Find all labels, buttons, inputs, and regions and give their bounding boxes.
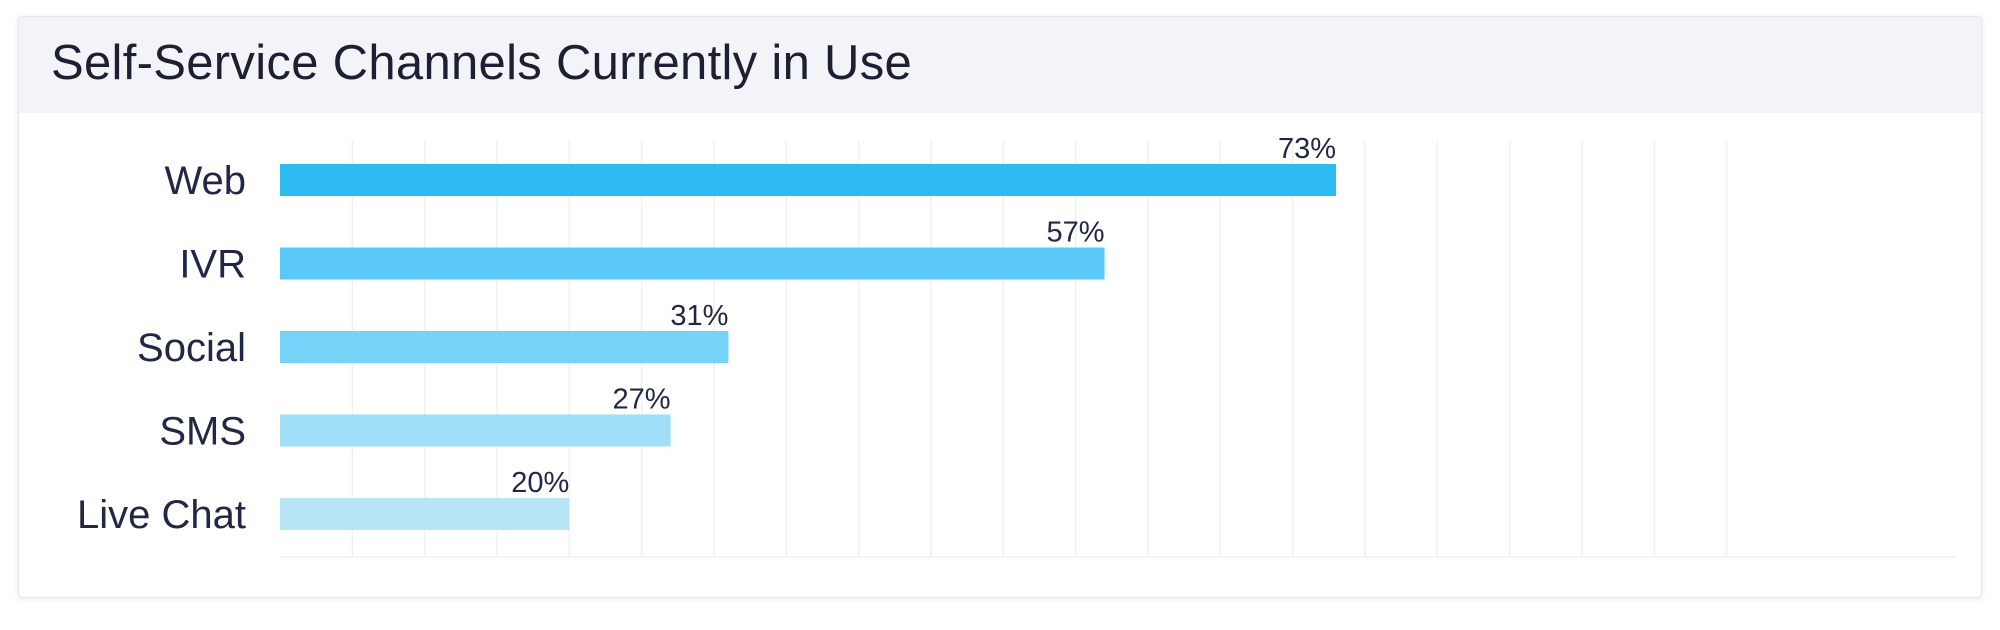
bar-live-chat <box>280 498 570 530</box>
chart-header: Self-Service Channels Currently in Use <box>19 17 1981 113</box>
chart-title: Self-Service Channels Currently in Use <box>51 36 913 90</box>
value-label: 31% <box>670 300 728 332</box>
category-label: Web <box>164 159 246 203</box>
category-label: SMS <box>159 410 246 454</box>
value-label: 20% <box>511 467 569 499</box>
category-label: IVR <box>179 243 246 287</box>
value-label: 73% <box>1278 133 1336 165</box>
value-label: 57% <box>1047 217 1105 249</box>
bar-sms <box>280 414 671 447</box>
value-label: 27% <box>613 384 671 416</box>
bar-web <box>280 164 1336 196</box>
category-label: Social <box>137 326 246 370</box>
bar-chart: Web 73% IVR 57% Social 31% SMS 27% Live Chat 20% <box>77 133 1955 558</box>
grid-lines <box>280 141 1955 558</box>
bar-ivr <box>280 247 1105 280</box>
category-label: Live Chat <box>77 493 246 537</box>
chart-card: Self-Service Channels Currently in Use W… <box>18 16 1982 598</box>
bar-social <box>280 331 729 363</box>
